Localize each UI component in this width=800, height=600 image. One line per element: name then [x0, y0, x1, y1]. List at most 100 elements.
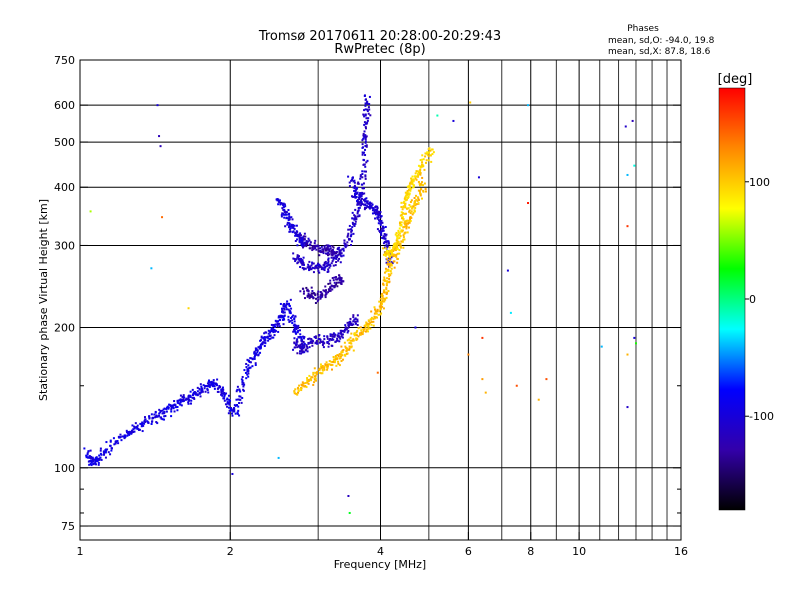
data-point [383, 271, 386, 274]
data-point [310, 379, 313, 382]
data-point [311, 340, 314, 343]
data-point [374, 213, 377, 216]
data-point [324, 260, 327, 263]
data-point [393, 243, 396, 246]
data-point [242, 388, 245, 391]
data-point [380, 294, 383, 297]
data-point [382, 229, 385, 232]
data-point [297, 336, 300, 339]
data-point [92, 460, 95, 463]
data-point [358, 206, 361, 209]
data-point [352, 186, 355, 189]
data-point [246, 373, 249, 376]
data-point [131, 424, 134, 427]
data-point [298, 336, 301, 339]
data-point [292, 348, 295, 351]
data-point [354, 190, 357, 193]
data-point [233, 407, 236, 410]
data-point [390, 272, 393, 275]
data-point [294, 258, 297, 261]
data-point [357, 182, 360, 185]
data-point [223, 397, 226, 400]
data-point [349, 336, 352, 339]
data-point [413, 200, 416, 203]
data-point [221, 394, 224, 397]
data-point [314, 336, 317, 339]
data-point [363, 192, 366, 195]
data-point [165, 410, 168, 413]
data-point [235, 390, 238, 393]
data-point [228, 398, 231, 401]
data-point [319, 250, 322, 253]
data-point [320, 268, 323, 271]
data-point [341, 350, 344, 353]
data-point [300, 352, 303, 355]
data-point [395, 255, 398, 258]
data-point [199, 391, 202, 394]
data-point [245, 366, 248, 369]
data-point [389, 270, 392, 273]
data-point [387, 262, 390, 265]
data-point [308, 374, 311, 377]
data-point [311, 266, 314, 269]
data-point [307, 292, 310, 295]
data-point [341, 336, 344, 339]
data-point [341, 349, 344, 352]
data-point [323, 263, 326, 266]
data-point [168, 403, 171, 406]
data-point [243, 369, 246, 372]
data-point [322, 249, 325, 252]
data-point [356, 212, 359, 215]
data-point [278, 322, 281, 325]
data-point [349, 339, 352, 342]
data-point [296, 340, 299, 343]
data-point [372, 320, 375, 323]
data-point [224, 403, 227, 406]
data-point [356, 192, 359, 195]
data-point [411, 213, 414, 216]
data-point [139, 422, 142, 425]
data-point [348, 348, 351, 351]
data-point [314, 342, 317, 345]
data-point [403, 203, 406, 206]
data-point [226, 405, 229, 408]
data-point [187, 397, 190, 400]
data-point [354, 215, 357, 218]
data-point [396, 257, 399, 260]
data-point [109, 440, 112, 443]
data-point [93, 458, 96, 461]
data-point [421, 161, 424, 164]
data-point [392, 246, 395, 249]
data-point [410, 216, 413, 219]
data-point [235, 398, 238, 401]
data-point [206, 382, 209, 385]
data-point [236, 404, 239, 407]
data-point [374, 310, 377, 313]
data-point [394, 244, 397, 247]
data-point [386, 263, 389, 266]
data-point [219, 385, 222, 388]
data-point [240, 401, 243, 404]
data-point [353, 218, 356, 221]
data-point [423, 168, 426, 171]
data-point [388, 251, 391, 254]
data-point [301, 347, 304, 350]
data-point [148, 416, 151, 419]
data-point [170, 408, 173, 411]
data-point [364, 98, 367, 101]
data-point [191, 396, 194, 399]
data-point [323, 290, 326, 293]
data-point [378, 219, 381, 222]
data-point [302, 382, 305, 385]
data-point [353, 187, 356, 190]
data-point [158, 135, 161, 138]
data-point [354, 222, 357, 225]
data-point [328, 339, 331, 342]
data-point [295, 332, 298, 335]
data-point [399, 245, 402, 248]
data-point [353, 214, 356, 217]
data-point [285, 213, 288, 216]
data-point [247, 375, 250, 378]
data-point [338, 364, 341, 367]
data-point [406, 194, 409, 197]
